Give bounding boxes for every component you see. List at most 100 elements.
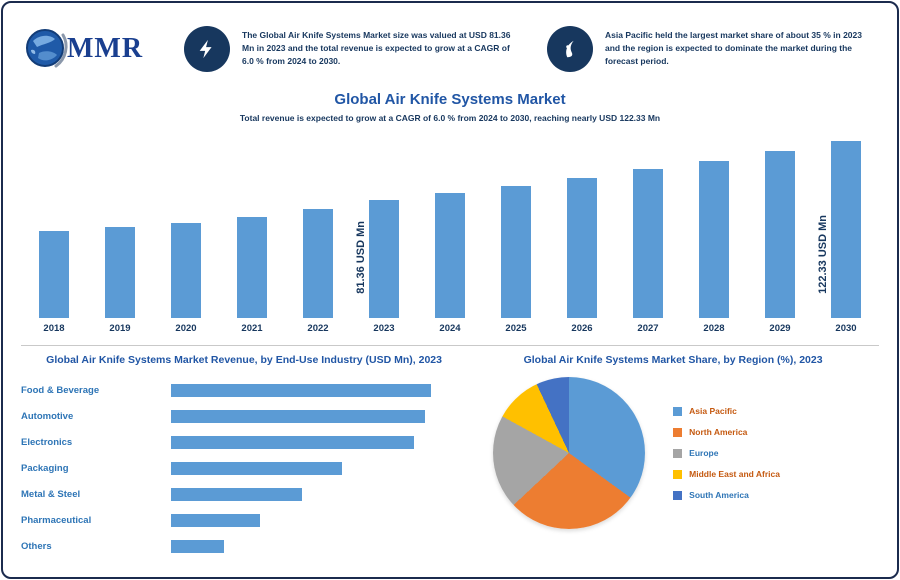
segment-label: Packaging (21, 462, 69, 474)
legend-item: Europe (673, 448, 780, 458)
header: MMR The Global Air Knife Systems Market … (19, 13, 881, 85)
brand-logo: MMR (19, 21, 184, 77)
legend-label: Middle East and Africa (689, 469, 780, 480)
legend-item: Middle East and Africa (673, 469, 780, 479)
bar-column-2019: 2019 (87, 130, 153, 336)
revenue-bar-2026 (567, 178, 597, 318)
segment-bar-rows: Food & Beverage Automotive Electronics Pack… (21, 377, 467, 559)
segment-row: Packaging (21, 455, 467, 481)
region-chart-title: Global Air Knife Systems Market Share, b… (523, 354, 823, 366)
brand-logo-text: MMR (67, 33, 144, 64)
x-axis-label: 2024 (439, 323, 461, 334)
segment-label: Automotive (21, 410, 74, 422)
segment-label: Others (21, 540, 52, 552)
segment-row: Food & Beverage (21, 377, 467, 403)
segment-chart-section: Global Air Knife Systems Market Revenue,… (21, 353, 467, 567)
bar-column-2023: 81.36 USD Mn 2023 (351, 130, 417, 336)
bar-column-2024: 2024 (417, 130, 483, 336)
segment-label: Electronics (21, 436, 73, 448)
revenue-bar-2029 (765, 151, 795, 318)
main-bar-chart-bars: 2018 2019 2020 2021 2022 81.36 USD Mn 2023 2024… (21, 130, 879, 336)
legend-swatch (673, 427, 683, 437)
segment-row: Automotive (21, 403, 467, 429)
legend-swatch (673, 469, 683, 479)
revenue-bar-2019 (105, 227, 135, 318)
x-axis-label: 2021 (241, 323, 263, 334)
section-divider (21, 345, 879, 346)
revenue-bar-2021 (237, 217, 267, 318)
pie-legend: Asia Pacific North America Europe Middle Ea… (673, 406, 780, 500)
bar-column-2022: 2022 (285, 130, 351, 336)
revenue-bar-2030 (831, 141, 861, 318)
bar-column-2021: 2021 (219, 130, 285, 336)
revenue-bar-2020 (171, 223, 201, 318)
segment-row: Pharmaceutical (21, 507, 467, 533)
region-chart-section: Global Air Knife Systems Market Share, b… (467, 353, 879, 567)
bar-column-2026: 2026 (549, 130, 615, 336)
bar-column-2028: 2028 (681, 130, 747, 336)
revenue-bar-2023 (369, 200, 399, 318)
segment-label: Food & Beverage (21, 384, 100, 396)
x-axis-label: 2019 (109, 323, 131, 334)
x-axis-label: 2030 (835, 323, 857, 334)
x-axis-label: 2027 (637, 323, 659, 334)
legend-item: Asia Pacific (673, 406, 780, 416)
revenue-bar-2027 (633, 169, 663, 318)
revenue-bar-2024 (435, 193, 465, 318)
segment-bar (171, 539, 224, 553)
segment-bar (171, 487, 302, 501)
revenue-bar-2028 (699, 161, 729, 318)
x-axis-label: 2029 (769, 323, 791, 334)
pie-wrap: Asia Pacific North America Europe Middle Ea… (467, 377, 879, 530)
bar-value-label: 122.33 USD Mn (816, 213, 830, 296)
segment-bar (171, 383, 431, 397)
segment-label: Pharmaceutical (21, 514, 92, 526)
bar-column-2020: 2020 (153, 130, 219, 336)
segment-chart-title: Global Air Knife Systems Market Revenue,… (46, 354, 442, 366)
bottom-section: Global Air Knife Systems Market Revenue,… (21, 353, 879, 567)
page-title: Global Air Knife Systems Market (334, 91, 566, 108)
main-bar-chart: 2018 2019 2020 2021 2022 81.36 USD Mn 2023 2024… (21, 130, 879, 336)
segment-bar (171, 409, 425, 423)
x-axis-label: 2018 (43, 323, 65, 334)
bar-column-2027: 2027 (615, 130, 681, 336)
highlight-text-1: The Global Air Knife Systems Market size… (242, 30, 511, 66)
bar-value-label: 81.36 USD Mn (354, 219, 368, 296)
segment-label: Metal & Steel (21, 488, 81, 500)
page-subtitle: Total revenue is expected to grow at a C… (239, 113, 661, 123)
legend-label: Asia Pacific (689, 406, 737, 417)
highlight-block-2: Asia Pacific held the largest market sha… (547, 26, 877, 72)
lightning-icon (184, 26, 230, 72)
segment-row: Metal & Steel (21, 481, 467, 507)
revenue-bar-2022 (303, 209, 333, 318)
segment-row: Others (21, 533, 467, 559)
highlight-text-2: Asia Pacific held the largest market sha… (605, 30, 862, 66)
legend-label: Europe (689, 448, 719, 459)
x-axis-label: 2028 (703, 323, 725, 334)
revenue-bar-2018 (39, 231, 69, 318)
legend-item: South America (673, 490, 780, 500)
x-axis-label: 2026 (571, 323, 593, 334)
segment-bar (171, 513, 260, 527)
flame-icon (547, 26, 593, 72)
globe-logo-icon (26, 29, 68, 68)
x-axis-label: 2023 (373, 323, 395, 334)
revenue-bar-2025 (501, 186, 531, 318)
segment-bar (171, 461, 342, 475)
x-axis-label: 2025 (505, 323, 527, 334)
bar-column-2018: 2018 (21, 130, 87, 336)
highlight-block-1: The Global Air Knife Systems Market size… (184, 26, 519, 72)
legend-swatch (673, 406, 683, 416)
bar-column-2029: 2029 (747, 130, 813, 336)
segment-row: Electronics (21, 429, 467, 455)
bar-column-2025: 2025 (483, 130, 549, 336)
x-axis-label: 2020 (175, 323, 197, 334)
pie-chart (493, 377, 646, 530)
x-axis-label: 2022 (307, 323, 329, 334)
segment-bar (171, 435, 414, 449)
legend-label: North America (689, 427, 748, 438)
bar-column-2030: 122.33 USD Mn 2030 (813, 130, 879, 336)
legend-label: South America (689, 490, 749, 501)
legend-swatch (673, 448, 683, 458)
